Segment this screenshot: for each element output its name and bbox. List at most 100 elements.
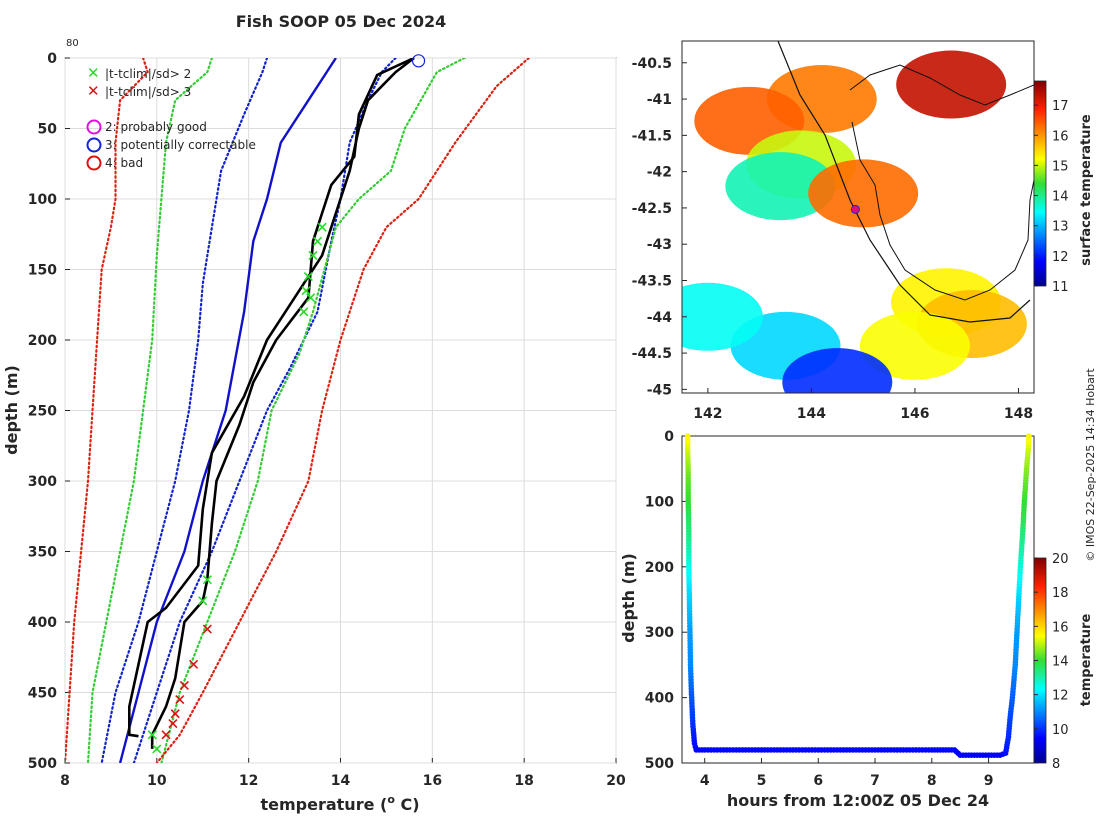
flag-x-marker: [198, 596, 208, 606]
track-x-tick-label: 9: [984, 773, 994, 789]
map-colorbar-tick-label: 12: [1052, 250, 1069, 265]
track-colorbar-tick-label: 18: [1052, 586, 1069, 601]
profile-y-axis-label: depth (m): [2, 365, 21, 455]
profile-series-clim-1sd: [100, 58, 269, 763]
track-x-tick-label: 4: [700, 773, 710, 789]
profile-y-tick-label: 150: [28, 263, 57, 279]
credit-text: © IMOS 22-Sep-2025 14:34 Hobart: [1084, 368, 1097, 562]
profile-y-tick-label: 100: [28, 192, 57, 208]
flag-x-marker: [152, 744, 162, 754]
flag-x-marker: [168, 718, 178, 729]
map-tick-labels: -40.5 -41 -41.5 -42 -42.5 -43 -43.5 -44 -44.5 -45…: [632, 56, 1033, 422]
legend-label-sd3: |t-tclim|/sd> 3: [105, 85, 191, 99]
map-lon-tick-label: 146: [900, 406, 929, 422]
track-x-axis-label: hours from 12:00Z 05 Dec 24: [727, 791, 989, 810]
track-axes-box: [681, 435, 1035, 764]
flag-x-marker: [179, 680, 189, 691]
flag-x-marker: [161, 730, 171, 740]
map-colorbar-tick-label: 13: [1052, 220, 1069, 235]
flag-x-marker: [303, 271, 313, 282]
legend-label-flag-3: 3: potentially correctable: [105, 138, 256, 152]
map-lat-tick-label: -41.5: [632, 128, 672, 144]
profile-x-tick-label: 14: [331, 773, 351, 789]
track-colorbar-tick-label: 14: [1052, 655, 1069, 670]
profile-y-tick-label: 200: [28, 333, 57, 349]
legend-circle-flag-4: [86, 155, 102, 171]
map-lat-tick-label: -45: [647, 382, 672, 398]
profile-series-layer: [65, 58, 530, 763]
flag-x-marker: [202, 575, 212, 585]
coastline-layer: [777, 41, 1034, 323]
track-colorbar-tick-label: 16: [1052, 620, 1069, 635]
map-colorbar-tick-label: 14: [1052, 190, 1069, 205]
flag-x-marker: [170, 709, 180, 719]
flag-x-marker: [301, 286, 311, 296]
coastline-north: [849, 64, 1034, 106]
profile-plot: 8 10 12 14 16 18 20 0 50 100 150 200 250 300 350 400 45…: [2, 38, 626, 814]
sst-patch: [896, 50, 1007, 119]
map-lat-tick-label: -43.5: [632, 274, 672, 290]
flag-x-marker: [317, 222, 327, 232]
track-colorbar-tick-label: 12: [1052, 689, 1069, 704]
flag-x-marker: [299, 307, 309, 317]
flag-x-marker: [202, 624, 212, 634]
legend-circle-flag-2: [86, 119, 102, 135]
legend-x-marker-red: ✕: [87, 82, 100, 100]
track-y-tick-label: 100: [645, 494, 674, 510]
profile-y-tick-label: 0: [47, 51, 57, 67]
flag-x-marker: [175, 694, 185, 705]
map-lat-tick-label: -44.5: [632, 346, 672, 362]
track-point: [1026, 433, 1032, 439]
station-marker: [850, 204, 860, 214]
flag-circle-marker: [411, 54, 426, 68]
map-colorbar-tick-label: 17: [1052, 99, 1069, 114]
track-x-tick-label: 5: [757, 773, 767, 789]
map-plot: -40.5 -41 -41.5 -42 -42.5 -43 -43.5 -44 -44.5 -45…: [632, 40, 1094, 422]
track-y-tick-label: 0: [664, 429, 674, 445]
profile-series-clim-2sd: [86, 58, 213, 763]
profile-x-tick-label: 18: [514, 773, 533, 789]
track-colorbar-tick-label: 20: [1052, 552, 1069, 567]
sst-patch: [808, 159, 919, 228]
map-lat-tick-label: -42: [647, 165, 672, 181]
flag-x-marker: [189, 659, 199, 669]
profile-y-tick-label: 250: [28, 404, 57, 420]
profile-series-climatology: [118, 58, 337, 763]
shelf-contour: [777, 41, 1031, 323]
map-colorbar-ticks: 11 12 13 14 15 16 17: [1034, 99, 1069, 295]
track-plot: 4 5 6 7 8 9 0 100 200 300 400 500 hours from 12:00Z…: [619, 429, 1094, 810]
coastline-tasmania: [851, 121, 1034, 301]
profile-x-tick-label: 20: [606, 773, 626, 789]
track-y-tick-label: 300: [645, 625, 674, 641]
map-lon-tick-label: 144: [797, 406, 826, 422]
track-x-tick-label: 8: [927, 773, 937, 789]
track-y-tick-label: 500: [645, 756, 674, 772]
track-y-tick-label: 400: [645, 691, 674, 707]
map-colorbar-tick-label: 16: [1052, 129, 1069, 144]
flag-x-marker: [147, 730, 157, 740]
profile-x-axis-label: temperature (o C): [260, 793, 419, 814]
profile-y-tick-label: 450: [28, 686, 57, 702]
sst-patch: [725, 152, 836, 221]
legend-label-flag-4: 4: bad: [105, 156, 143, 170]
legend-x-marker-green: ✕: [87, 64, 100, 82]
sst-field: [682, 50, 1027, 393]
track-colorbar-tick-label: 10: [1052, 723, 1069, 738]
profile-x-tick-label: 16: [423, 773, 442, 789]
legend-circle-flag-3: [86, 137, 102, 153]
profile-x-tick-labels: 8 10 12 14 16 18 20: [60, 773, 626, 789]
sst-patch: [782, 348, 893, 393]
track-points-layer: [684, 433, 1032, 758]
track-x-tick-label: 6: [813, 773, 823, 789]
flag-x-marker: [306, 293, 316, 303]
map-colorbar: [1033, 80, 1047, 287]
map-colorbar-label: surface temperature: [1079, 114, 1094, 266]
flag-x-marker: [312, 236, 323, 246]
sst-patch: [682, 282, 763, 351]
profile-y-tick-labels: 0 50 100 150 200 250 300 350 400 450 500: [28, 51, 57, 772]
profile-x-tick-label: 8: [60, 773, 70, 789]
track-colorbar-label: temperature: [1079, 614, 1094, 707]
map-lon-tick-label: 148: [1004, 406, 1033, 422]
map-lat-tick-label: -41: [647, 92, 672, 108]
profile-y-tick-label: 400: [28, 615, 57, 631]
